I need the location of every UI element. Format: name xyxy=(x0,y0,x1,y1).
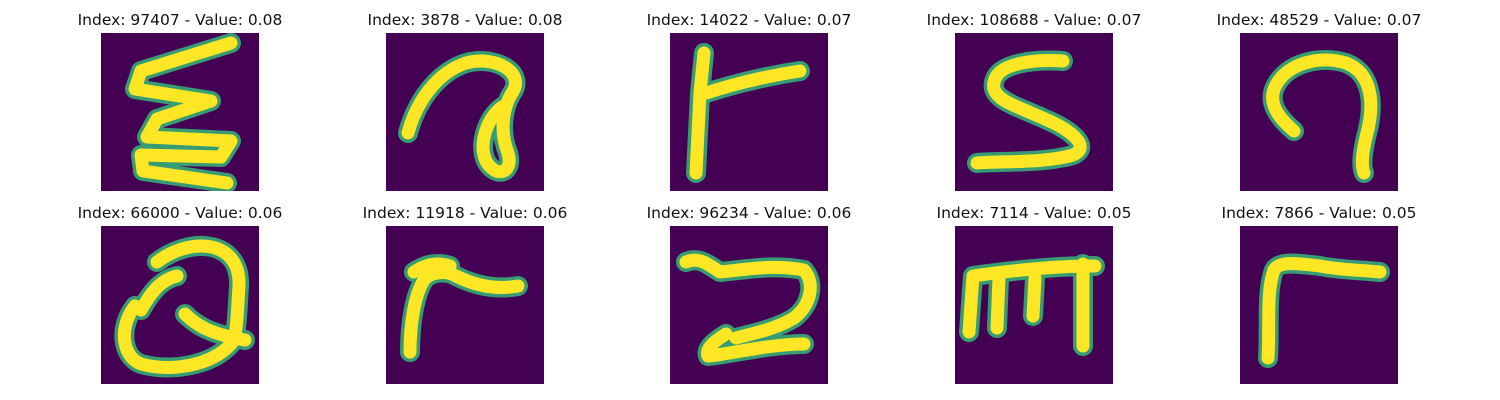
panel: Index: 108688 - Value: 0.07 xyxy=(894,10,1174,200)
panel: Index: 96234 - Value: 0.06 xyxy=(609,203,889,393)
panel: Index: 3878 - Value: 0.08 xyxy=(325,10,605,200)
glyph-image xyxy=(955,226,1113,384)
panel-title: Index: 66000 - Value: 0.06 xyxy=(77,204,283,222)
panel-title: Index: 7114 - Value: 0.05 xyxy=(936,204,1132,222)
panel: Index: 97407 - Value: 0.08 xyxy=(40,10,320,200)
panel: Index: 66000 - Value: 0.06 xyxy=(40,203,320,393)
glyph-image xyxy=(670,226,828,384)
glyph-image xyxy=(1240,33,1398,191)
glyph-image xyxy=(386,226,544,384)
panel-title: Index: 14022 - Value: 0.07 xyxy=(646,11,852,29)
panel-title: Index: 11918 - Value: 0.06 xyxy=(362,204,568,222)
panel: Index: 7114 - Value: 0.05 xyxy=(894,203,1174,393)
panel-title: Index: 96234 - Value: 0.06 xyxy=(646,204,852,222)
panel: Index: 11918 - Value: 0.06 xyxy=(325,203,605,393)
glyph-image xyxy=(1240,226,1398,384)
panel-title: Index: 97407 - Value: 0.08 xyxy=(77,11,283,29)
glyph-image xyxy=(101,33,259,191)
glyph-image xyxy=(101,226,259,384)
glyph-image xyxy=(386,33,544,191)
panel-title: Index: 108688 - Value: 0.07 xyxy=(926,11,1142,29)
panel-title: Index: 7866 - Value: 0.05 xyxy=(1221,204,1417,222)
panel: Index: 48529 - Value: 0.07 xyxy=(1179,10,1459,200)
glyph-image xyxy=(955,33,1113,191)
panel: Index: 7866 - Value: 0.05 xyxy=(1179,203,1459,393)
panel: Index: 14022 - Value: 0.07 xyxy=(609,10,889,200)
panel-title: Index: 3878 - Value: 0.08 xyxy=(367,11,563,29)
panel-title: Index: 48529 - Value: 0.07 xyxy=(1216,11,1422,29)
glyph-image xyxy=(670,33,828,191)
